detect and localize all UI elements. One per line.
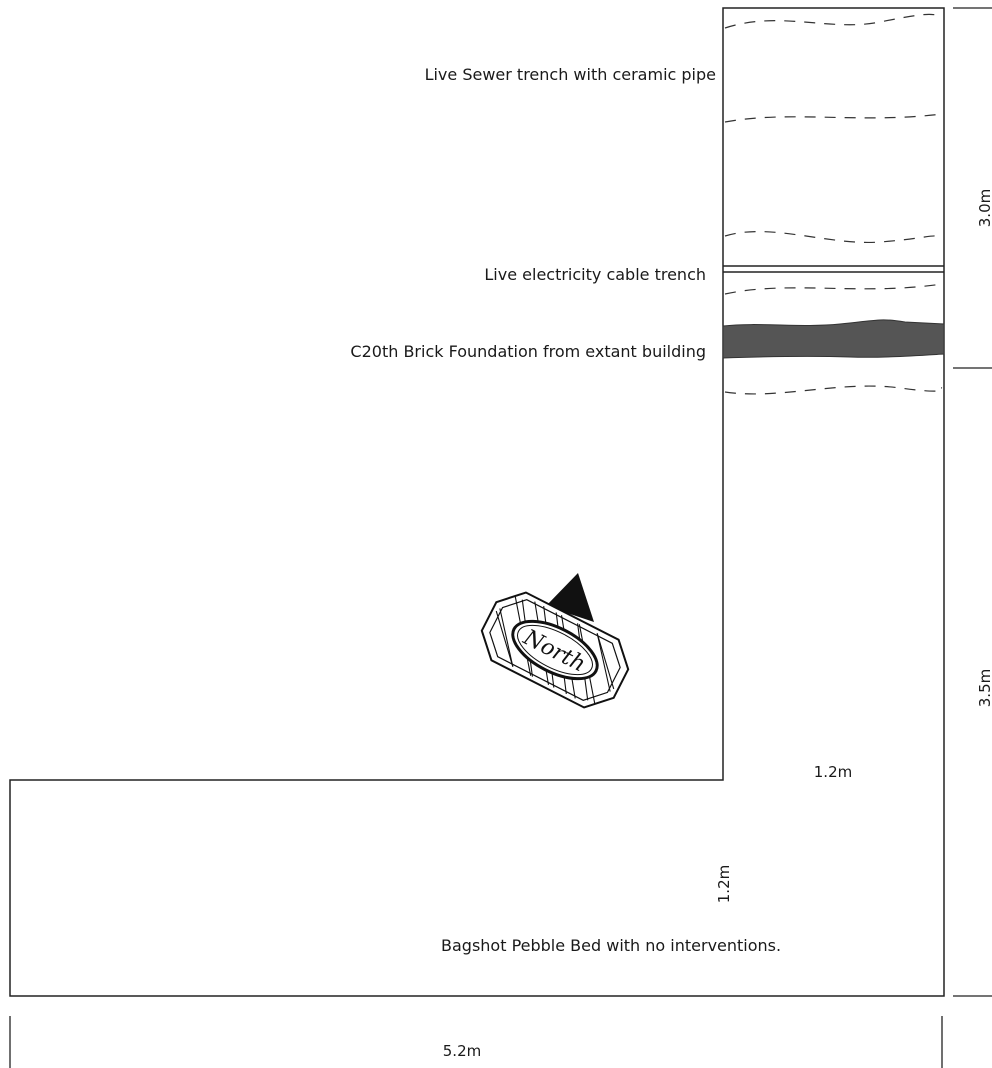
dashed-line-2 (724, 113, 943, 123)
dimension-3-0m: 3.0m (976, 189, 992, 227)
dashed-line-3 (724, 230, 943, 244)
right-dimension-ticks (953, 7, 992, 997)
dashed-trench-lines (724, 13, 943, 395)
electricity-trench-label: Live electricity cable trench (484, 265, 706, 284)
electricity-trench (723, 265, 944, 273)
dashed-line-5 (724, 385, 943, 395)
north-arrow: North (480, 573, 630, 709)
dimension-5-2m: 5.2m (443, 1042, 481, 1060)
dimension-trench-width: 1.2m (814, 763, 852, 781)
north-arrow-badge: North (480, 591, 630, 709)
dimension-lower-height: 1.2m (715, 865, 733, 903)
bottom-dimension-ticks (9, 1016, 943, 1068)
brick-foundation (722, 319, 945, 359)
brick-foundation-label: C20th Brick Foundation from extant build… (350, 342, 706, 361)
dimension-3-5m: 3.5m (976, 669, 992, 707)
dashed-line-4 (724, 283, 943, 295)
sewer-trench-label: Live Sewer trench with ceramic pipe (425, 65, 716, 84)
pebble-bed-label: Bagshot Pebble Bed with no interventions… (441, 936, 781, 955)
dashed-line-1 (724, 13, 943, 29)
site-outline (9, 7, 945, 997)
